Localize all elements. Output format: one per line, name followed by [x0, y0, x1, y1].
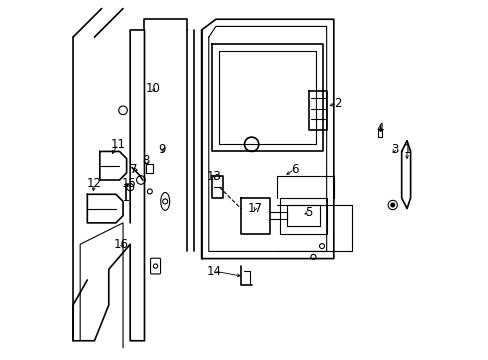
- Text: 6: 6: [290, 163, 298, 176]
- Text: 16: 16: [114, 238, 128, 251]
- Text: 17: 17: [247, 202, 262, 215]
- Text: 12: 12: [87, 177, 102, 190]
- Text: 5: 5: [305, 206, 312, 219]
- Text: 14: 14: [206, 265, 221, 278]
- Text: 7: 7: [130, 163, 137, 176]
- Text: 11: 11: [110, 138, 125, 151]
- Circle shape: [390, 203, 394, 207]
- Text: 3: 3: [390, 143, 397, 156]
- Text: 1: 1: [403, 143, 410, 156]
- Text: 8: 8: [142, 154, 150, 167]
- Text: 10: 10: [146, 82, 161, 95]
- Text: 15: 15: [122, 177, 137, 190]
- Text: 13: 13: [206, 170, 221, 183]
- Text: 4: 4: [376, 122, 383, 135]
- Text: 2: 2: [333, 97, 341, 110]
- Text: 9: 9: [158, 143, 166, 156]
